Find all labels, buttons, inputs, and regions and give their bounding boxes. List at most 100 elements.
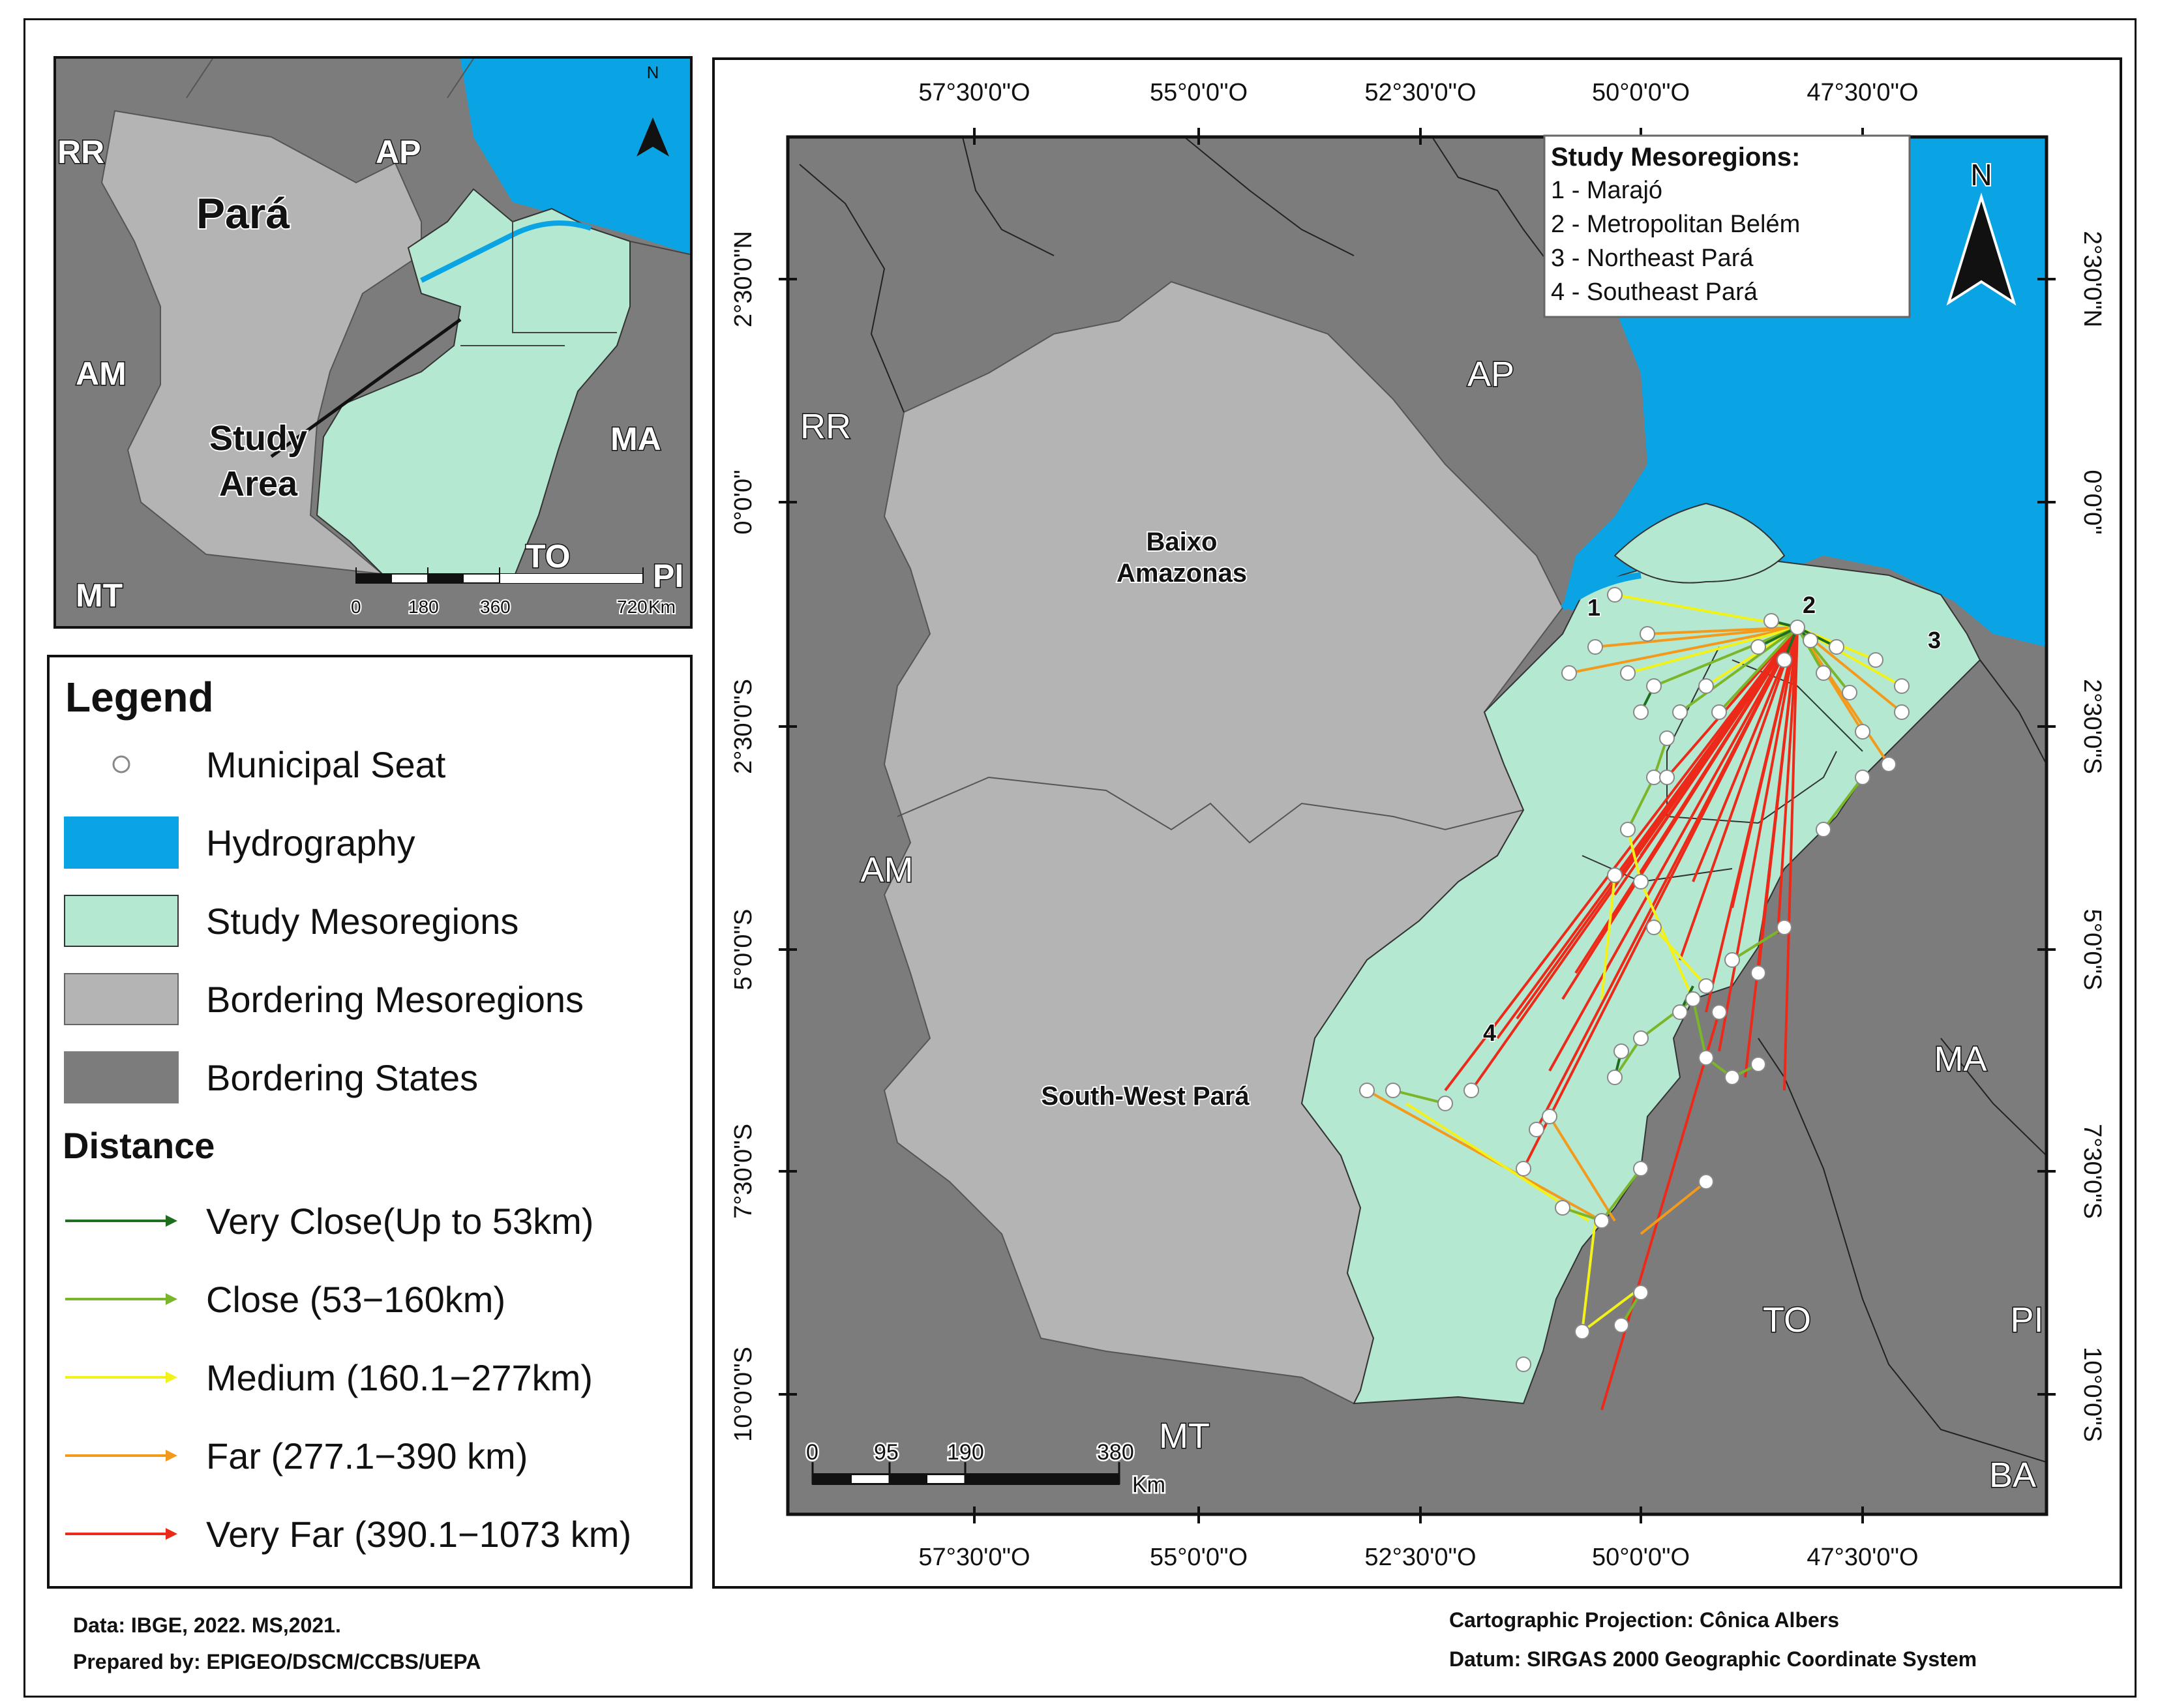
main-scale-tick-380: 380 xyxy=(1097,1440,1134,1465)
study-box-item: 1 - Marajó xyxy=(1551,177,1662,204)
mesoregion-label-baixo-amazonas-line1: Baixo xyxy=(1147,528,1218,556)
mesoregion-label-south-west-para: South-West Pará xyxy=(1041,1082,1250,1111)
municipal-seat xyxy=(1881,757,1897,772)
municipal-seat xyxy=(1607,587,1623,603)
municipal-seat xyxy=(1724,1070,1740,1085)
municipal-seat xyxy=(1555,1200,1570,1216)
municipal-seat xyxy=(1750,639,1766,655)
inset-state-ap: AP xyxy=(376,134,421,170)
inset-state-am: AM xyxy=(76,355,127,392)
lon-tick-top: 55°0'0"O xyxy=(1150,79,1248,106)
main-state-pi: PI xyxy=(2010,1300,2043,1340)
study-box-item: 2 - Metropolitan Belém xyxy=(1551,211,1800,238)
bordering-states-swatch xyxy=(64,1051,179,1103)
inset-north-arrow: N xyxy=(637,63,669,157)
legend-item-municipal-seat: Municipal Seat xyxy=(63,736,689,793)
legend-distance-title: Distance xyxy=(63,1125,215,1166)
study-mesoregions-swatch xyxy=(64,895,179,947)
main-state-ma: MA xyxy=(1934,1040,1987,1079)
study-box-item: 3 - Northeast Pará xyxy=(1551,245,1754,272)
lat-tick-right: 7°30'0"S xyxy=(2078,1124,2106,1219)
inset-study-area-pointer xyxy=(270,318,462,458)
legend-distance-far: Far (277.1−390 km) xyxy=(63,1427,689,1484)
inset-map: RR AP AM MA TO PI MT Pará Study Area N xyxy=(53,56,693,629)
legend-label: Bordering Mesoregions xyxy=(206,978,584,1020)
main-state-ap: AP xyxy=(1467,355,1514,394)
main-scale-tick-190: 190 xyxy=(947,1440,984,1465)
lat-tick-right: 2°30'0"N xyxy=(2078,231,2106,327)
figure-frame xyxy=(23,18,2137,1698)
inset-scale-tick-0: 0 xyxy=(351,597,361,617)
municipal-seat xyxy=(1698,678,1714,694)
legend-label: Very Close(Up to 53km) xyxy=(206,1200,594,1242)
municipal-seat xyxy=(1437,1096,1453,1111)
municipal-seat xyxy=(1777,652,1792,668)
footer-datum: Datum: SIRGAS 2000 Geographic Coordinate… xyxy=(1449,1647,1977,1671)
municipal-seat xyxy=(1842,685,1857,700)
municipal-seat xyxy=(1829,639,1844,655)
main-map-svg: 57°30'0"O 55°0'0"O 52°30'0"O 50°0'0"O 47… xyxy=(730,79,2106,1571)
inset-scale-tick-360: 360 xyxy=(480,597,511,617)
main-scale-tick-95: 95 xyxy=(874,1440,899,1465)
lon-tick-bottom: 55°0'0"O xyxy=(1150,1544,1248,1571)
main-state-mt: MT xyxy=(1159,1416,1210,1456)
legend-distance-very-far: Very Far (390.1−1073 km) xyxy=(63,1505,689,1563)
inset-state-mt: MT xyxy=(76,577,123,614)
municipal-seat xyxy=(1816,822,1831,837)
legend-distance-very-close: Very Close(Up to 53km) xyxy=(63,1192,689,1250)
municipal-seat xyxy=(1724,952,1740,968)
municipal-seat xyxy=(1633,1161,1649,1176)
inset-state-pi: PI xyxy=(653,558,683,594)
footer-data-source: Data: IBGE, 2022. MS,2021. xyxy=(73,1613,341,1637)
municipal-seat xyxy=(1385,1083,1401,1098)
municipal-seat xyxy=(1613,1317,1629,1333)
lat-tick-left: 0°0'0" xyxy=(730,470,757,534)
municipal-seat xyxy=(1620,822,1636,837)
legend-label: Municipal Seat xyxy=(206,743,446,785)
inset-para-bordering xyxy=(100,110,422,575)
lat-tick-right: 0°0'0" xyxy=(2078,470,2106,534)
legend-distance-medium: Medium (160.1−277km) xyxy=(63,1349,689,1406)
inset-scale-bar: 0 180 360 720 Km xyxy=(350,567,677,618)
municipal-seat xyxy=(1607,1070,1623,1085)
municipal-seat xyxy=(1750,1056,1766,1072)
lat-tick-left: 2°30'0"S xyxy=(730,679,757,774)
legend-item-hydrography: Hydrography xyxy=(63,814,689,871)
main-scale-bar: 0 95 190 380 Km xyxy=(805,1439,1167,1499)
municipal-seat xyxy=(1816,665,1831,681)
study-box-title: Study Mesoregions: xyxy=(1551,143,1800,172)
lat-tick-right: 2°30'0"S xyxy=(2078,679,2106,774)
municipal-seat xyxy=(1750,965,1766,981)
lon-tick-top: 57°30'0"O xyxy=(918,79,1030,106)
main-state-rr: RR xyxy=(800,407,851,446)
main-state-to: TO xyxy=(1763,1300,1811,1340)
inset-scale-unit: Km xyxy=(648,597,676,617)
municipal-seat xyxy=(1685,991,1701,1007)
main-scale-tick-0: 0 xyxy=(806,1440,818,1465)
municipal-seat xyxy=(1594,1213,1610,1229)
legend-panel: Legend Municipal Seat Hydrography Study … xyxy=(47,655,693,1589)
municipal-seat xyxy=(1777,920,1792,935)
municipal-seat xyxy=(1698,1174,1714,1190)
municipal-seat xyxy=(1561,665,1577,681)
inset-study-area xyxy=(316,188,631,582)
municipal-seat xyxy=(1359,1083,1375,1098)
municipal-seat xyxy=(1855,724,1870,740)
municipal-seat xyxy=(1633,704,1649,720)
municipal-seat xyxy=(1698,1050,1714,1066)
legend-item-bordering-states: Bordering States xyxy=(63,1049,689,1106)
municipal-seat xyxy=(1633,1285,1649,1300)
municipal-seat xyxy=(1711,1004,1727,1020)
municipal-seat xyxy=(1698,978,1714,994)
municipal-seat xyxy=(1574,1324,1590,1340)
lat-tick-right: 10°0'0"S xyxy=(2078,1347,2106,1442)
inset-region-label: Pará xyxy=(196,189,290,237)
lat-tick-left: 10°0'0"S xyxy=(730,1347,757,1442)
inset-ocean xyxy=(460,59,690,254)
mesoregion-number-2: 2 xyxy=(1803,592,1816,618)
lat-tick-left: 7°30'0"S xyxy=(730,1124,757,1219)
main-scale-unit: Km xyxy=(1132,1473,1165,1497)
municipal-seat xyxy=(1672,1004,1688,1020)
study-box-item: 4 - Southeast Pará xyxy=(1551,278,1758,306)
municipal-seats xyxy=(1359,587,1910,1372)
